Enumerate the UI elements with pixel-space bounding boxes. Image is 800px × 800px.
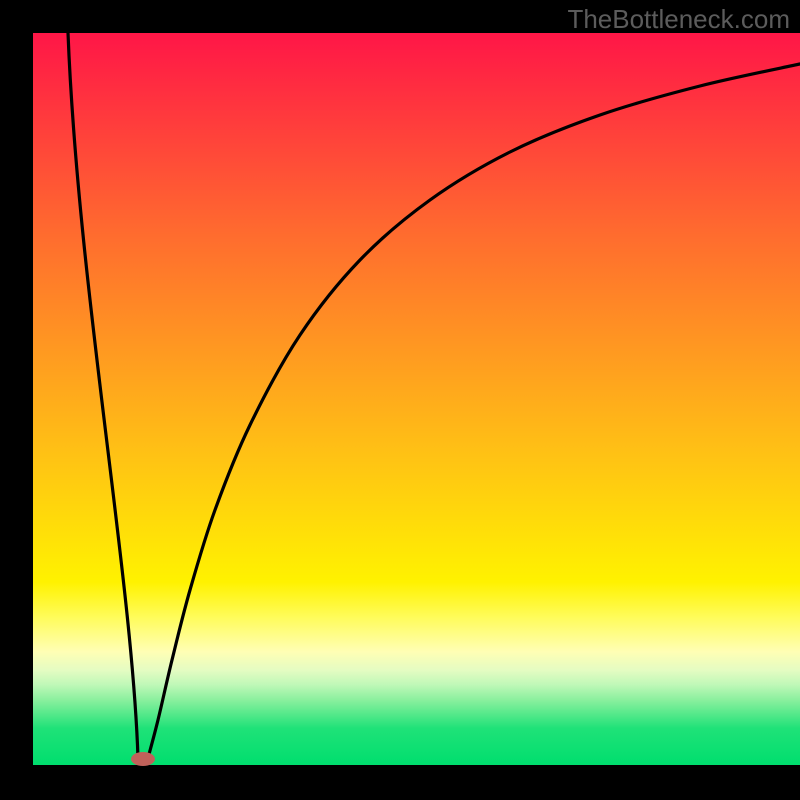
curve-right-branch [148,64,800,758]
curve-layer [0,0,800,800]
chart-container: TheBottleneck.com [0,0,800,800]
curve-left-branch [68,33,138,758]
apex-marker [131,752,155,766]
watermark-text: TheBottleneck.com [567,4,790,35]
